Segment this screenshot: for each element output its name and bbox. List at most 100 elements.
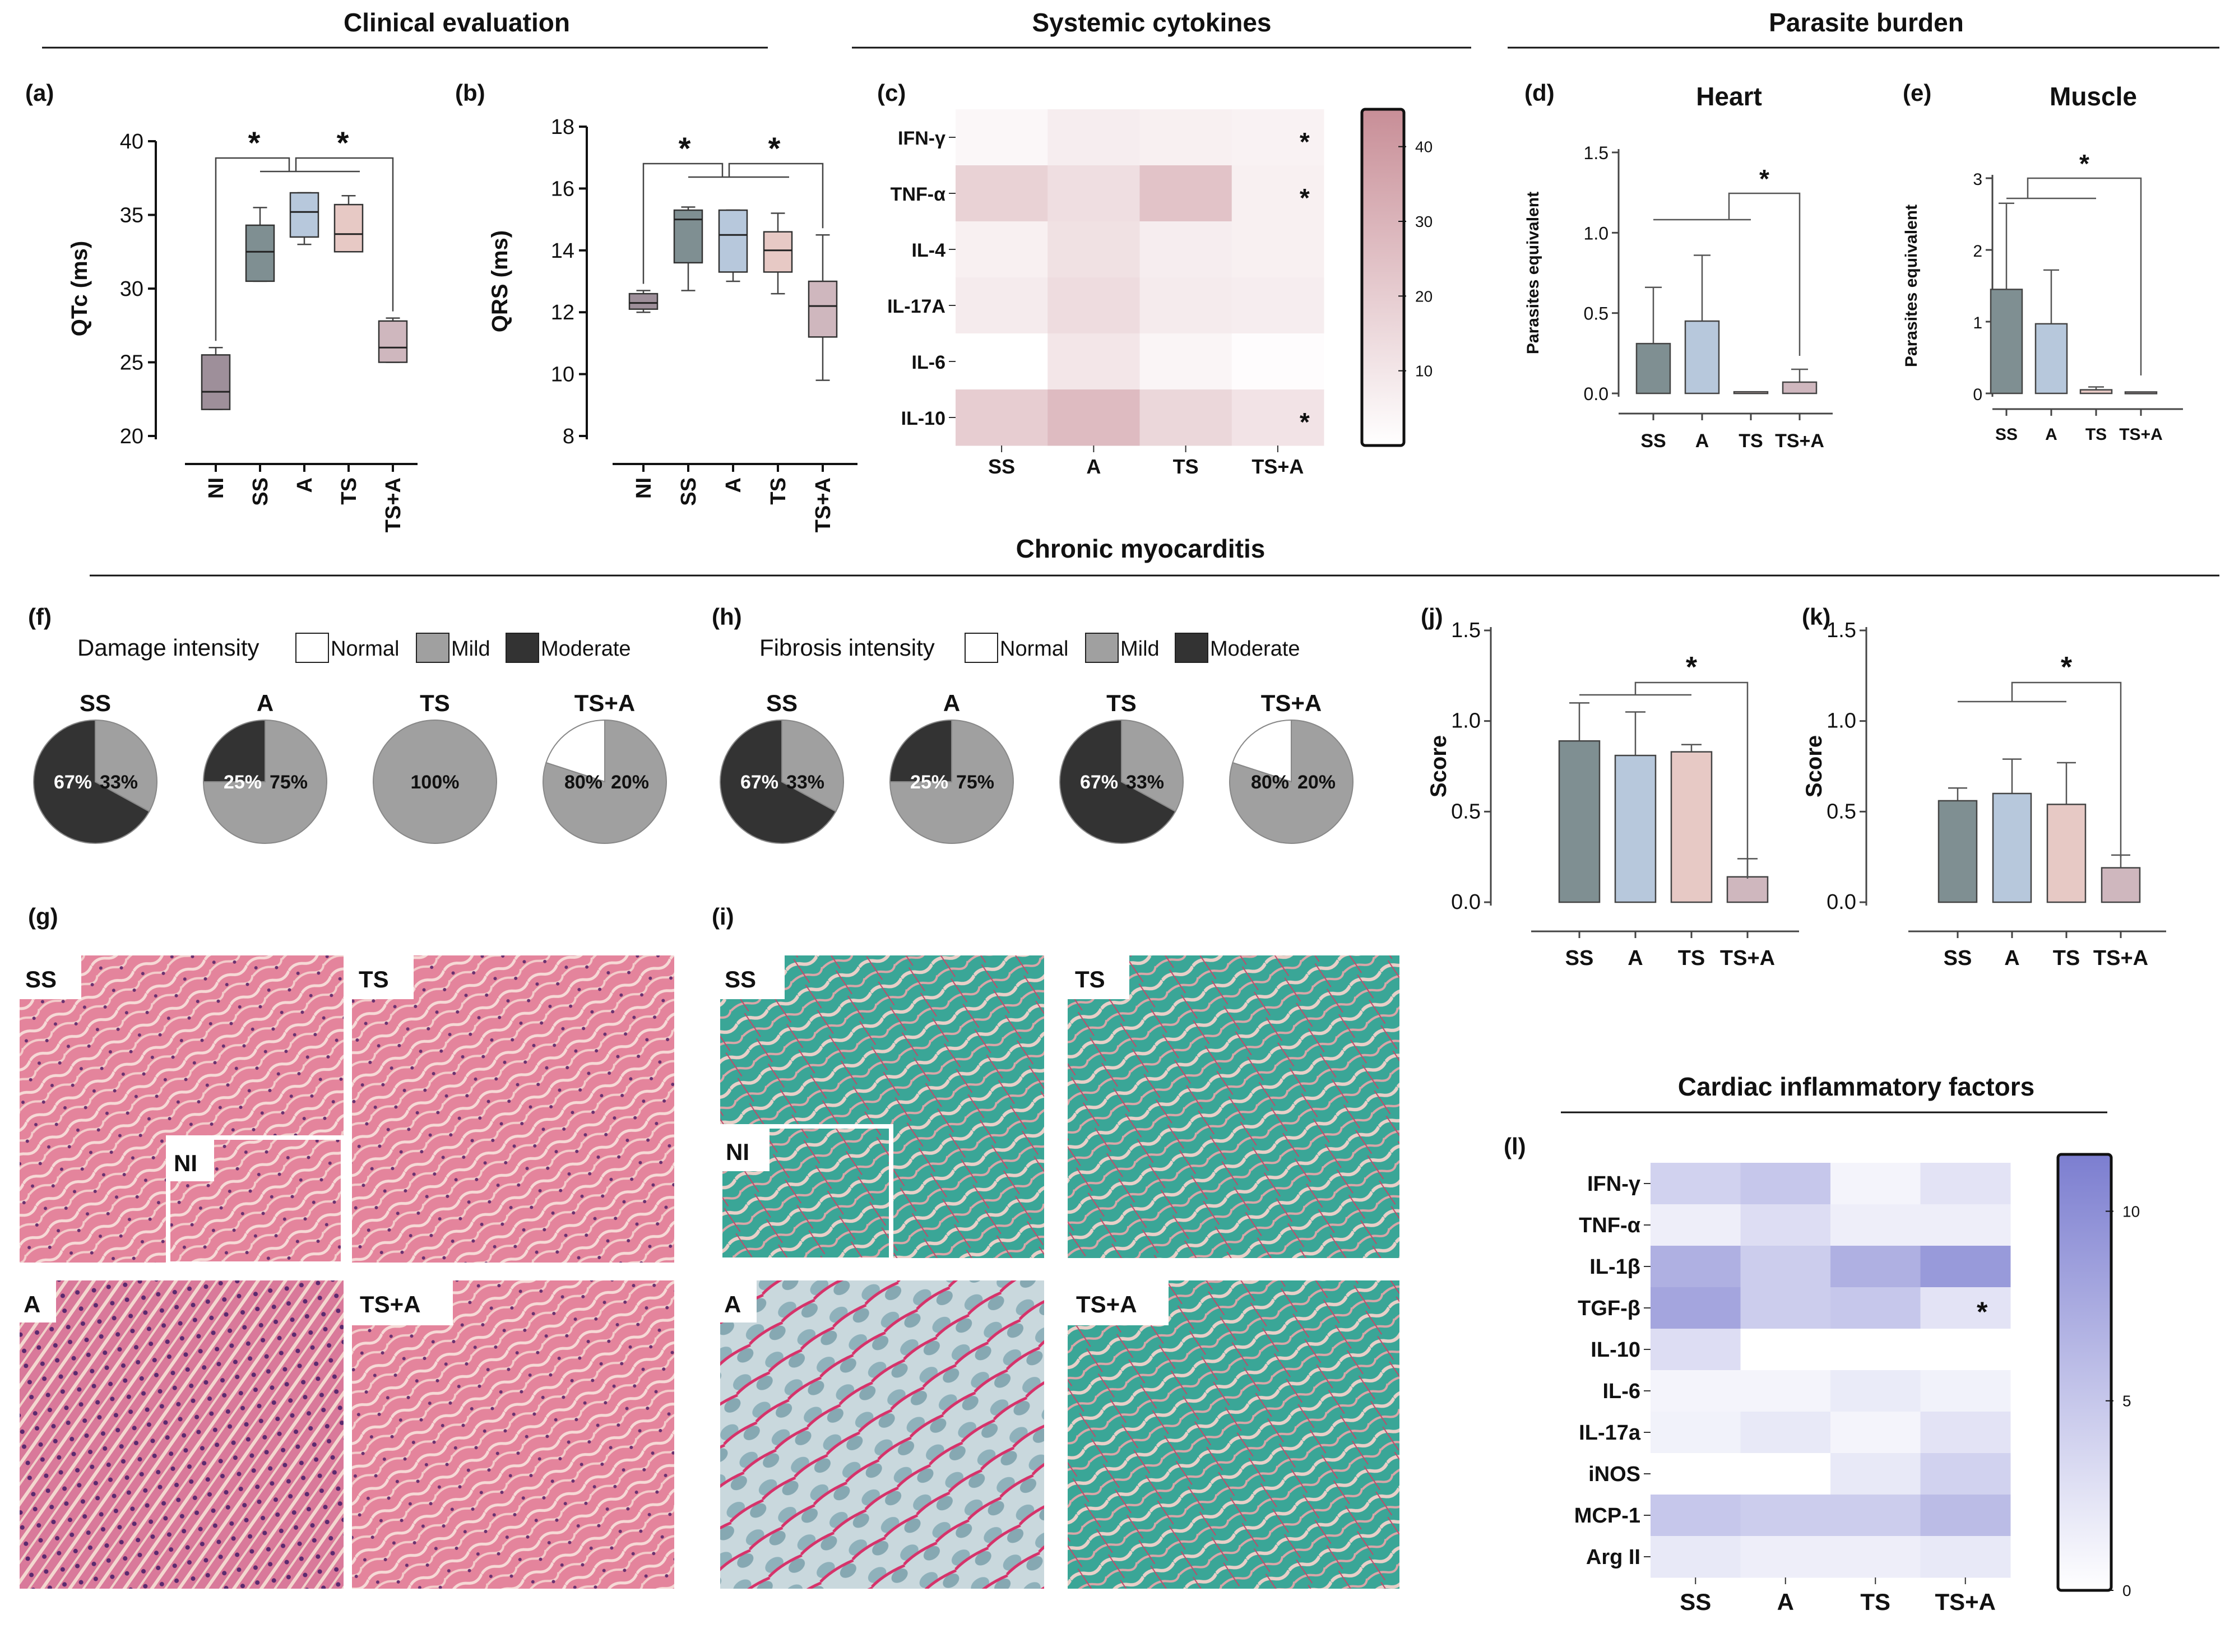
chart-h-fibrosis-pies: Fibrosis intensity Normal Mild Moderate SS 67… bbox=[720, 633, 1353, 844]
pie-slice-mild bbox=[95, 719, 157, 813]
pie-label: TS bbox=[1106, 690, 1137, 716]
heat-cell-TNF-α-TS bbox=[1139, 165, 1232, 222]
pie-label: A bbox=[257, 690, 274, 716]
pie-slice-moderate bbox=[889, 719, 952, 782]
box-A bbox=[289, 192, 319, 238]
chart-k-score-bar: 0.0 0.5 1.0 1.5 Score SS A TS TS+A * bbox=[1802, 619, 2166, 970]
y-tick-label: 0.5 bbox=[1827, 800, 1856, 823]
pie-slice-label: 33% bbox=[786, 772, 824, 793]
pie-slice-normal bbox=[545, 719, 605, 783]
histology-label: TS+A bbox=[1076, 1291, 1137, 1317]
bar-TS bbox=[2046, 804, 2087, 903]
pie-slice-mild bbox=[1121, 719, 1184, 813]
panel-label-c: (c) bbox=[877, 80, 906, 106]
section-title-clinical: Clinical evaluation bbox=[344, 8, 570, 37]
heat-cell-IL-10-A bbox=[1740, 1329, 1831, 1371]
column-label: TS bbox=[1860, 1589, 1890, 1615]
heat-cell-IL-1β-TS bbox=[1830, 1246, 1921, 1288]
pie-slice-label: 67% bbox=[740, 772, 778, 793]
heat-cell-IL-10-A bbox=[1047, 389, 1140, 446]
heat-cell-IL-1β-A bbox=[1740, 1246, 1831, 1288]
y-axis-label: Score bbox=[1426, 735, 1451, 797]
y-tick-label: 30 bbox=[120, 277, 143, 301]
y-tick-label: 10 bbox=[551, 363, 574, 387]
significance-bracket bbox=[642, 163, 724, 284]
heat-cell-Arg II-SS bbox=[1651, 1536, 1741, 1578]
pie-slice-moderate bbox=[1059, 719, 1176, 844]
heat-cell-MCP-1-TS+A bbox=[1920, 1495, 2011, 1537]
y-tick-label: 1.5 bbox=[1451, 619, 1481, 642]
histology-label: NI bbox=[174, 1150, 197, 1176]
x-tick-label: TS+A bbox=[1720, 946, 1775, 970]
box-NI bbox=[201, 354, 231, 410]
heat-cell-TNF-α-SS bbox=[956, 165, 1048, 222]
significance-star: * bbox=[2079, 149, 2089, 178]
colorbar-tick-label: 5 bbox=[2122, 1393, 2131, 1410]
row-label: IL-10 bbox=[901, 408, 945, 429]
chart-j-score-bar: 0.0 0.5 1.0 1.5 Score SS A TS TS+A * bbox=[1426, 619, 1799, 970]
histology-image-tsa bbox=[352, 1280, 674, 1589]
pie-slice-label: 33% bbox=[100, 772, 138, 793]
heat-cell-IL-1β-TS+A bbox=[1920, 1246, 2011, 1288]
bar-TS+A bbox=[2124, 391, 2158, 395]
heat-cell-TNF-α-SS bbox=[1651, 1204, 1741, 1246]
x-tick-label: A bbox=[722, 477, 745, 493]
x-tick-label: SS bbox=[249, 477, 272, 506]
x-tick-label: TS bbox=[1739, 430, 1763, 452]
significance-star: * bbox=[679, 131, 691, 166]
heat-cell-IFN-γ-A bbox=[1047, 109, 1140, 166]
pie-slice-label: 80% bbox=[1251, 772, 1289, 793]
heat-cell-IL-4-TS bbox=[1139, 221, 1232, 278]
y-tick-label: 1.5 bbox=[1584, 143, 1609, 163]
colorbar-tick-label: 10 bbox=[1415, 363, 1433, 380]
y-tick-label: 12 bbox=[551, 301, 574, 324]
x-tick-label: SS bbox=[1944, 946, 1972, 970]
bar-TS+A bbox=[2101, 867, 2141, 903]
pie-slice-moderate bbox=[202, 719, 266, 782]
heat-cell-IL-6-TS+A bbox=[1231, 333, 1324, 390]
heat-cell-TGF-β-A bbox=[1740, 1287, 1831, 1329]
significance-bracket bbox=[728, 163, 824, 229]
x-tick-label: TS+A bbox=[812, 477, 835, 532]
pie-slice-label: 20% bbox=[1297, 772, 1336, 793]
histology-label: TS bbox=[359, 966, 389, 992]
heat-cell-IL-10-TS+A bbox=[1231, 389, 1324, 446]
significance-star: * bbox=[248, 125, 261, 160]
heat-cell-IFN-γ-TS+A bbox=[1231, 109, 1324, 166]
colorbar-tick-label: 0 bbox=[2122, 1582, 2131, 1599]
legend-label: Normal bbox=[1000, 637, 1068, 661]
histology-label: A bbox=[24, 1291, 40, 1317]
heat-cell-IL-17A-SS bbox=[956, 277, 1048, 334]
y-tick-label: 0.0 bbox=[1451, 890, 1481, 914]
fibrosis-image-ts bbox=[1068, 955, 1399, 1258]
pie-slice-mild bbox=[781, 719, 844, 813]
box-A bbox=[718, 209, 748, 273]
y-tick-label: 40 bbox=[120, 130, 143, 154]
y-tick-label: 0 bbox=[1973, 386, 1982, 404]
x-tick-label: A bbox=[1695, 430, 1709, 452]
significance-star: * bbox=[1977, 1296, 1988, 1328]
histology-i: SS TS NI A TS+A bbox=[718, 955, 1399, 1589]
bar-A bbox=[2034, 323, 2068, 395]
y-tick-label: 1.0 bbox=[1451, 709, 1481, 733]
bar-TS bbox=[1670, 751, 1713, 903]
histology-image-ts bbox=[352, 955, 674, 1263]
heat-cell-MCP-1-TS bbox=[1830, 1495, 1921, 1537]
bar-SS bbox=[1558, 740, 1601, 903]
pie-slice-mild bbox=[373, 720, 497, 844]
legend-title: Damage intensity bbox=[77, 634, 259, 661]
pie-label: TS+A bbox=[574, 690, 636, 716]
y-tick-label: 3 bbox=[1973, 170, 1982, 189]
heat-cell-MCP-1-A bbox=[1740, 1495, 1831, 1537]
y-tick-label: 1 bbox=[1973, 314, 1982, 332]
panel-label-d: (d) bbox=[1524, 80, 1555, 106]
heat-cell-TNF-α-TS+A bbox=[1231, 165, 1324, 222]
y-tick-label: 2 bbox=[1973, 242, 1982, 261]
box-NI bbox=[628, 293, 659, 310]
box-TS bbox=[333, 203, 364, 253]
panel-label-l: (l) bbox=[1504, 1133, 1526, 1159]
bar-A bbox=[1614, 754, 1657, 903]
legend-swatch-moderate bbox=[1175, 633, 1208, 663]
x-tick-label: A bbox=[2045, 425, 2057, 444]
